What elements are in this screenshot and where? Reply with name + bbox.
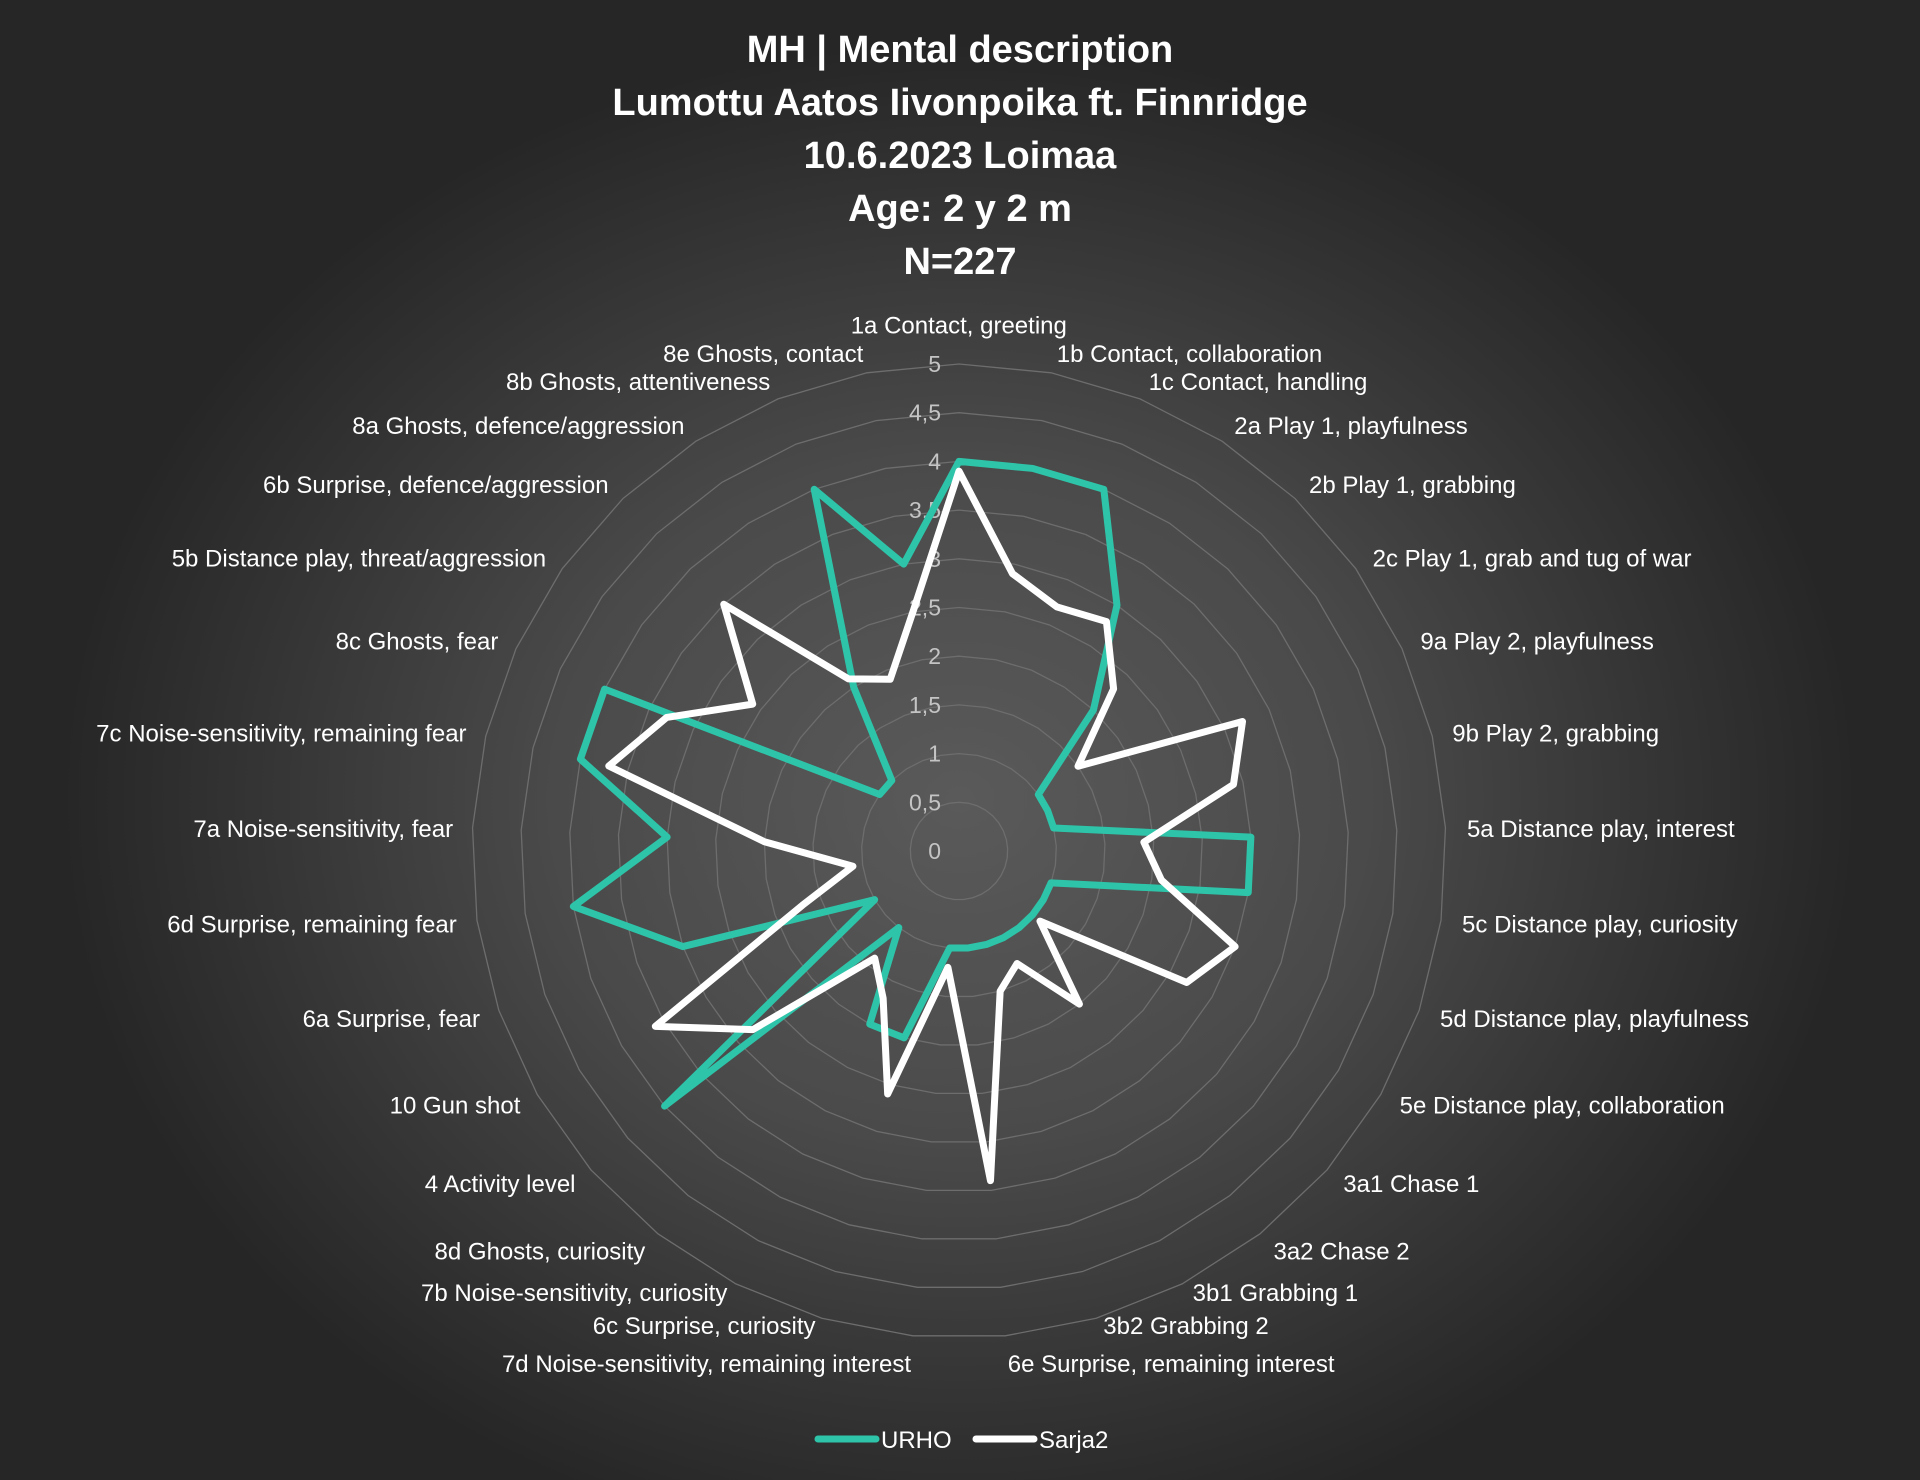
grid-ring <box>715 606 1203 1095</box>
category-label: 1a Contact, greeting <box>851 313 1067 340</box>
series-line-urho <box>569 457 1255 1110</box>
category-label: 2c Play 1, grab and tug of war <box>1373 545 1692 572</box>
category-label: 5c Distance play, curiosity <box>1462 911 1738 938</box>
radial-tick-label: 0,5 <box>909 789 941 815</box>
series-group <box>569 457 1255 1185</box>
title-line-3: 10.6.2023 Loimaa <box>803 135 1117 177</box>
grid-ring <box>812 704 1106 998</box>
category-label: 5e Distance play, collaboration <box>1400 1093 1725 1120</box>
grid-ring <box>569 460 1349 1240</box>
radial-tick-label: 4 <box>928 448 941 474</box>
category-label: 7b Noise-sensitivity, curiosity <box>421 1280 727 1307</box>
title-line-2: Lumottu Aatos Iivonpoika ft. Finnridge <box>612 82 1308 124</box>
category-label: 6e Surprise, remaining interest <box>1008 1351 1335 1378</box>
category-label: 5d Distance play, playfulness <box>1440 1006 1749 1033</box>
series-line-sarja2 <box>605 467 1247 1185</box>
legend-label: Sarja2 <box>1039 1427 1108 1454</box>
category-label: 1c Contact, handling <box>1149 369 1368 396</box>
category-label: 1b Contact, collaboration <box>1057 341 1323 368</box>
category-label: 4 Activity level <box>425 1171 576 1198</box>
category-label: 2b Play 1, grabbing <box>1309 472 1516 499</box>
category-label: 7d Noise-sensitivity, remaining interest <box>502 1351 911 1378</box>
grid-ring <box>520 412 1398 1288</box>
category-label: 8a Ghosts, defence/aggression <box>352 413 684 440</box>
radial-tick-label: 1,5 <box>909 692 941 718</box>
radial-tick-label: 5 <box>928 351 941 377</box>
legend-label: URHO <box>881 1427 952 1454</box>
category-label: 5a Distance play, interest <box>1467 816 1735 843</box>
grid-ring <box>617 509 1301 1192</box>
radial-tick-label: 1 <box>928 741 941 767</box>
category-label: 7a Noise-sensitivity, fear <box>193 816 453 843</box>
category-label: 5b Distance play, threat/aggression <box>172 545 546 572</box>
category-label: 3b2 Grabbing 2 <box>1103 1313 1268 1340</box>
grid-ring <box>666 558 1252 1143</box>
category-label: 9a Play 2, playfulness <box>1420 629 1653 656</box>
category-label: 8b Ghosts, attentiveness <box>506 369 770 396</box>
category-label: 3a2 Chase 2 <box>1273 1238 1409 1265</box>
title-line-5: N=227 <box>903 241 1017 283</box>
category-label: 3a1 Chase 1 <box>1343 1171 1479 1198</box>
category-label: 6d Surprise, remaining fear <box>167 911 456 938</box>
category-label: 3b1 Grabbing 1 <box>1193 1280 1358 1307</box>
category-label: 9b Play 2, grabbing <box>1452 720 1659 747</box>
radial-tick-label: 0 <box>928 838 941 864</box>
grid-ring <box>909 801 1009 901</box>
title-line-1: MH | Mental description <box>746 29 1174 71</box>
radial-tick-label: 4,5 <box>909 400 941 426</box>
category-label: 6b Surprise, defence/aggression <box>263 472 609 499</box>
category-label: 8e Ghosts, contact <box>663 341 863 368</box>
grid-ring <box>471 363 1447 1337</box>
category-label: 8d Ghosts, curiosity <box>435 1238 646 1265</box>
category-label: 6c Surprise, curiosity <box>593 1313 816 1340</box>
category-label: 6a Surprise, fear <box>303 1006 480 1033</box>
category-label: 2a Play 1, playfulness <box>1234 413 1467 440</box>
chart-title: MH | Mental description Lumottu Aatos Ii… <box>0 24 1920 289</box>
title-line-4: Age: 2 y 2 m <box>848 188 1072 230</box>
category-label: 8c Ghosts, fear <box>336 629 499 656</box>
legend: URHO Sarja2 <box>814 1427 1108 1454</box>
category-label: 7c Noise-sensitivity, remaining fear <box>96 720 466 747</box>
grid <box>471 363 1447 1337</box>
category-label: 10 Gun shot <box>390 1093 521 1120</box>
radial-tick-label: 2 <box>928 643 941 669</box>
